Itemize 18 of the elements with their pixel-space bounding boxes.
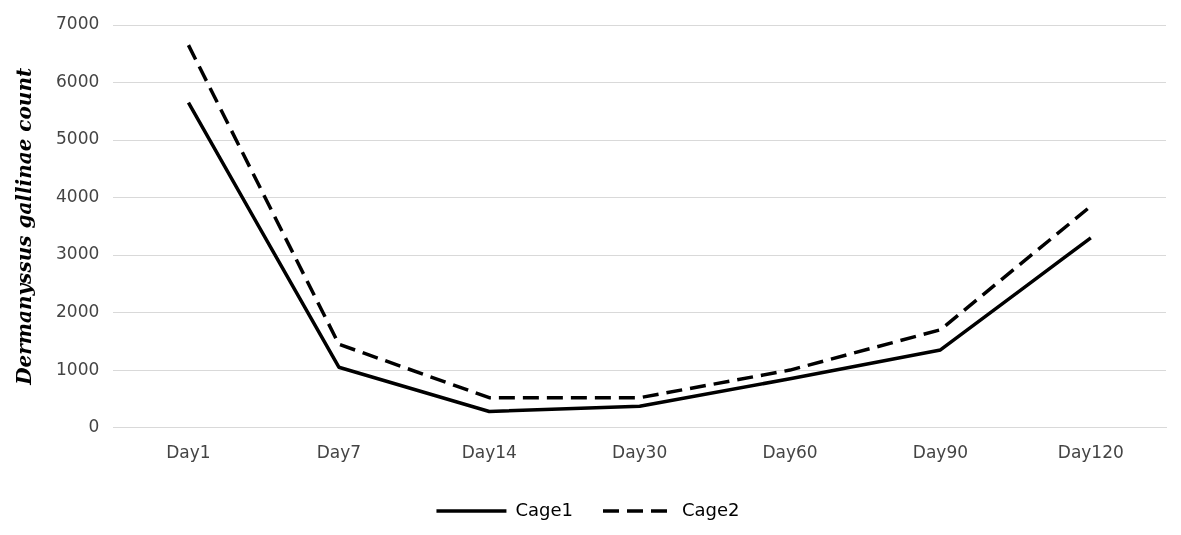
y-tick-label: 6000 <box>56 70 100 91</box>
y-tick-label: 2000 <box>56 300 100 321</box>
x-tick-label: Day30 <box>612 442 668 463</box>
y-tick-label: 7000 <box>56 13 100 34</box>
y-tick-label: 5000 <box>56 128 100 149</box>
y-axis-title: Dermanyssus gallinae count <box>12 67 37 386</box>
legend-label: Cage2 <box>682 498 740 520</box>
x-tick-label: Day90 <box>912 442 969 463</box>
x-tick-label: Day60 <box>762 442 818 463</box>
x-tick-label: Day1 <box>166 442 211 463</box>
y-tick-label: 1000 <box>56 358 100 379</box>
y-tick-label: 0 <box>88 416 100 437</box>
x-tick-label: Day7 <box>316 442 362 463</box>
x-tick-label: Day120 <box>1057 442 1124 463</box>
legend-label: Cage1 <box>515 498 574 520</box>
y-tick-label: 4000 <box>56 185 100 206</box>
x-tick-label: Day14 <box>461 442 517 463</box>
y-tick-label: 3000 <box>56 243 100 264</box>
